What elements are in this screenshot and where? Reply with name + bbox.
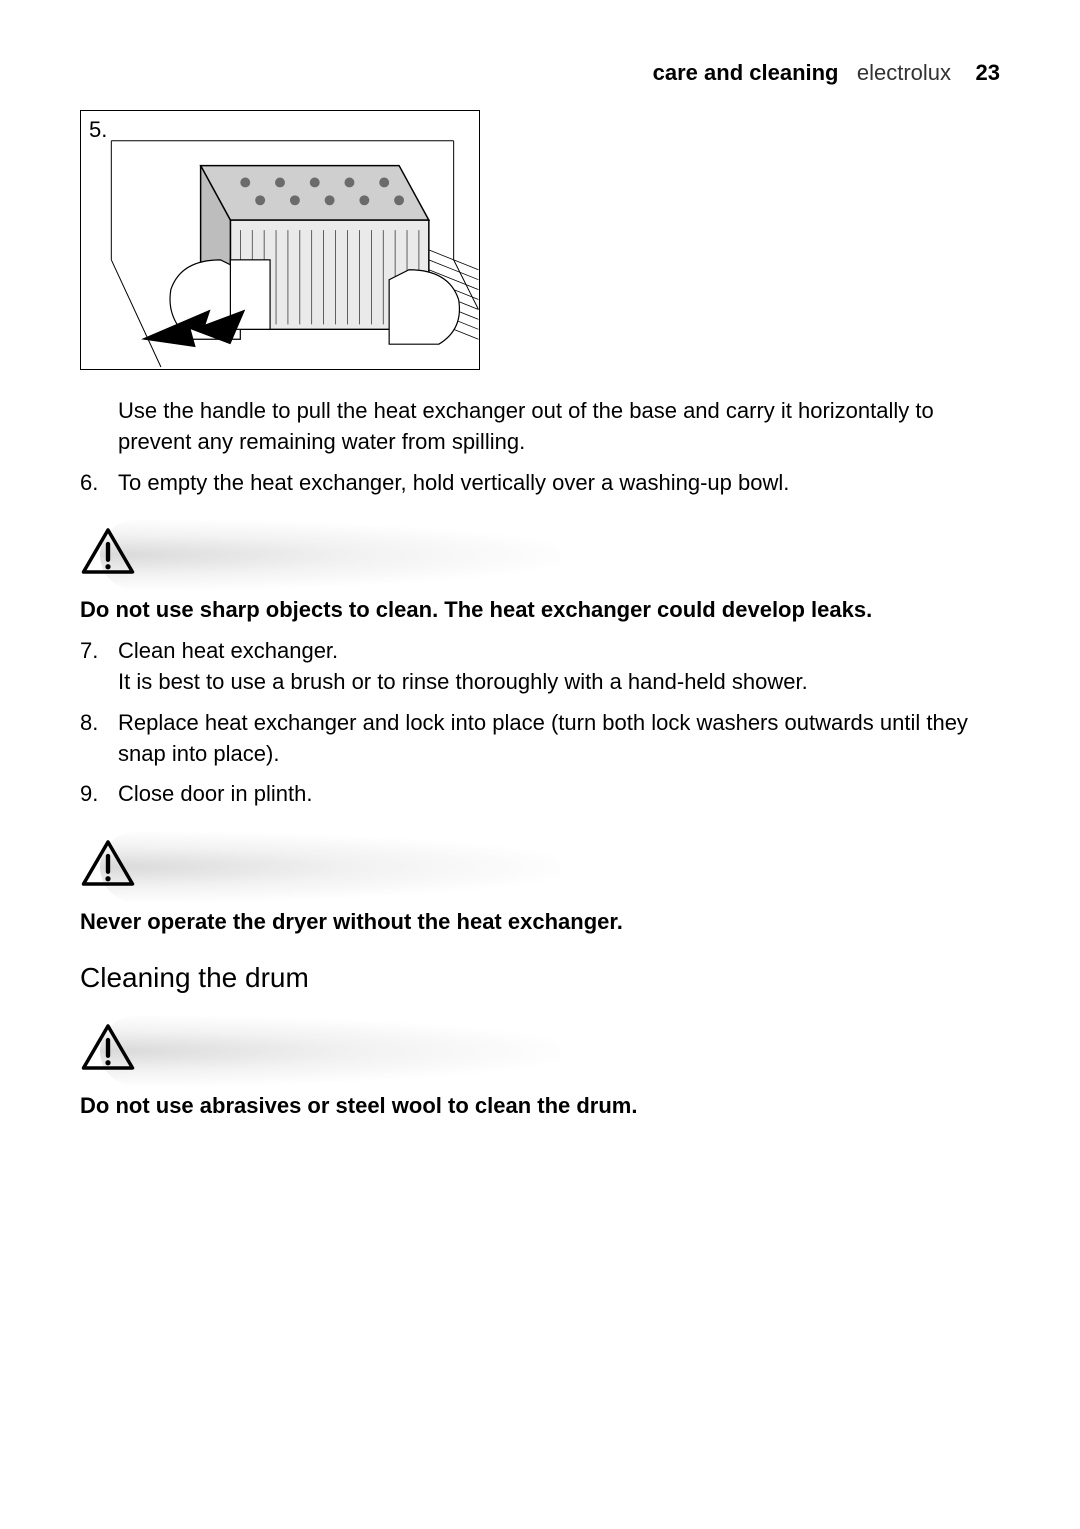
subheading-cleaning-drum: Cleaning the drum <box>80 962 1000 994</box>
step-6-text: To empty the heat exchanger, hold vertic… <box>118 470 789 495</box>
caution-block-3 <box>80 1022 1000 1083</box>
step-8-text: Replace heat exchanger and lock into pla… <box>118 710 968 766</box>
caution-icon <box>80 526 136 576</box>
manual-page: care and cleaning electrolux 23 5. <box>0 0 1080 1529</box>
step-9: 9. Close door in plinth. <box>80 779 1000 810</box>
steps-list-b: 7. Clean heat exchanger. It is best to u… <box>80 636 1000 810</box>
header-page-number: 23 <box>976 60 1000 85</box>
steps-list-a: 6. To empty the heat exchanger, hold ver… <box>80 468 1000 499</box>
header-brand: electrolux <box>857 60 951 85</box>
step-8: 8. Replace heat exchanger and lock into … <box>80 708 1000 770</box>
heat-exchanger-illustration <box>81 111 479 369</box>
figure-5: 5. <box>80 110 480 370</box>
step-5-text: Use the handle to pull the heat exchange… <box>80 396 1000 458</box>
step-7-text-a: Clean heat exchanger. <box>118 638 338 663</box>
step-6: 6. To empty the heat exchanger, hold ver… <box>80 468 1000 499</box>
caution-block-2 <box>80 838 1000 899</box>
step-7: 7. Clean heat exchanger. It is best to u… <box>80 636 1000 698</box>
caution-block-1 <box>80 526 1000 587</box>
step-6-num: 6. <box>80 468 98 499</box>
figure-5-wrap: 5. <box>80 110 1000 370</box>
step-9-num: 9. <box>80 779 98 810</box>
warning-3: Do not use abrasives or steel wool to cl… <box>80 1091 1000 1122</box>
caution-icon <box>80 838 136 888</box>
step-9-text: Close door in plinth. <box>118 781 312 806</box>
warning-2: Never operate the dryer without the heat… <box>80 907 1000 938</box>
caution-icon <box>80 1022 136 1072</box>
page-header: care and cleaning electrolux 23 <box>80 60 1000 86</box>
warning-1: Do not use sharp objects to clean. The h… <box>80 595 1000 626</box>
step-7-text-b: It is best to use a brush or to rinse th… <box>118 669 808 694</box>
step-8-num: 8. <box>80 708 98 739</box>
header-section: care and cleaning <box>653 60 839 85</box>
step-7-num: 7. <box>80 636 98 667</box>
